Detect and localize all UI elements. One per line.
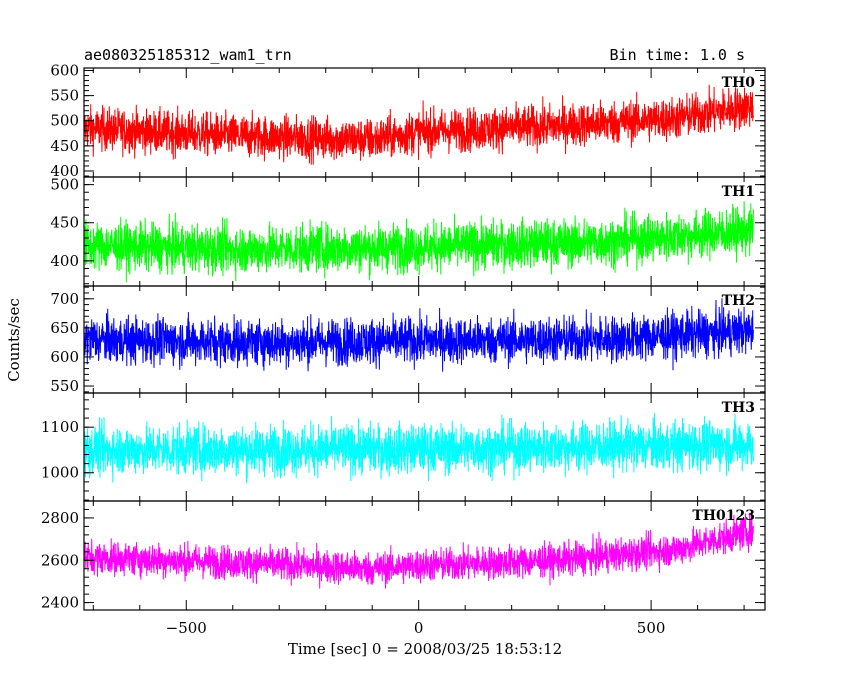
series-line-th0123 xyxy=(84,512,754,589)
x-tick-label: −500 xyxy=(166,619,207,637)
series-line-th1 xyxy=(84,201,754,283)
panel-label-th3: TH3 xyxy=(722,400,755,416)
y-tick-label: 500 xyxy=(50,176,79,194)
panel-frame xyxy=(83,500,766,611)
y-tick-label: 450 xyxy=(50,214,79,232)
y-tick-label: 400 xyxy=(50,162,79,180)
y-tick-label: 1100 xyxy=(41,418,79,436)
panel-th1: 400 450 500 TH1 xyxy=(50,176,766,287)
panel-label-th2: TH2 xyxy=(722,293,755,309)
y-tick-label: 550 xyxy=(50,87,79,105)
panel-label-th1: TH1 xyxy=(722,184,755,200)
panel-label-th0123: TH0123 xyxy=(692,508,755,524)
series-line-th0 xyxy=(84,84,754,165)
y-axis-title: Counts/sec xyxy=(5,298,23,382)
y-tick-label: 650 xyxy=(50,319,79,337)
y-tick-label: 700 xyxy=(50,290,79,308)
panel-th0: 400 450 500 550 600 TH0 xyxy=(50,62,766,180)
panel-th3: 1000 1100 TH3 xyxy=(41,392,766,502)
y-tick-label: 550 xyxy=(50,377,79,395)
y-tick-label: 2600 xyxy=(41,551,79,569)
series-line-th2 xyxy=(84,298,754,372)
y-tick-label: 2800 xyxy=(41,509,79,527)
panel-th2: 550 600 650 700 TH2 xyxy=(50,285,766,395)
x-axis-title: Time [sec] 0 = 2008/03/25 18:53:12 xyxy=(288,640,562,658)
y-tick-label: 450 xyxy=(50,137,79,155)
x-tick-label: 0 xyxy=(414,619,424,637)
y-tick-label: 600 xyxy=(50,348,79,366)
y-tick-label: 400 xyxy=(50,252,79,270)
series-line-th3 xyxy=(84,412,754,484)
chart-title: ae080325185312_wam1_trn xyxy=(84,46,292,64)
y-tick-label: 2400 xyxy=(41,594,79,612)
panel-th0123: 2400 2600 2800 TH0123 xyxy=(41,500,766,612)
y-tick-label: 1000 xyxy=(41,464,79,482)
y-tick-label: 600 xyxy=(50,62,79,80)
panels-group: 400 450 500 550 600 TH0 400 450 500 TH1 550 600 650 7… xyxy=(41,62,766,637)
x-tick-label: 500 xyxy=(637,619,666,637)
bin-time-label: Bin time: 1.0 s xyxy=(610,46,745,64)
y-tick-label: 500 xyxy=(50,112,79,130)
panel-label-th0: TH0 xyxy=(722,75,756,91)
